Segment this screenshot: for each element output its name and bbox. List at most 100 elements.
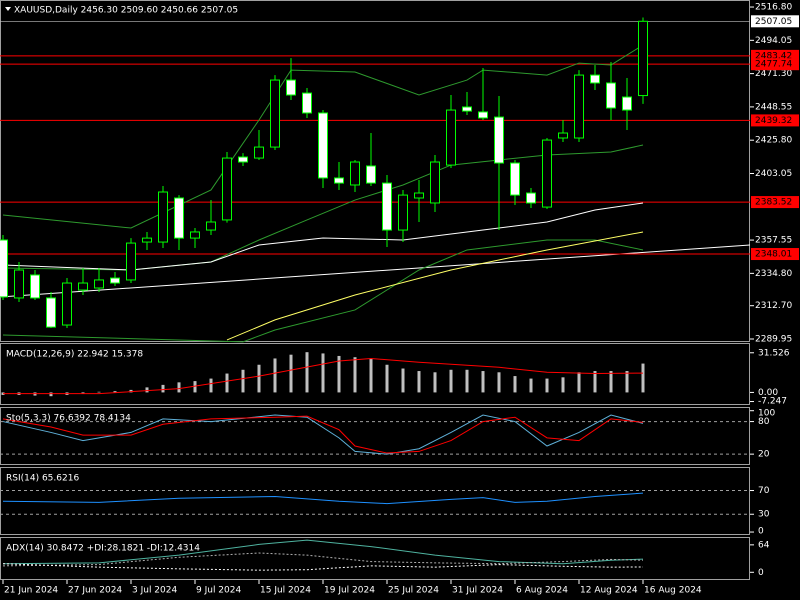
macd-bar [593, 371, 597, 393]
candle-body [574, 74, 584, 139]
sto-panel-frame [0, 407, 750, 465]
x-tick-label: 19 Jul 2024 [324, 586, 375, 596]
indicator-line [2, 44, 644, 229]
macd-bar [641, 363, 645, 393]
macd-bar [49, 392, 53, 397]
indicator-line [226, 231, 644, 341]
candle-body [78, 282, 88, 291]
level-label: 2383.52 [755, 198, 792, 208]
macd-bar [81, 392, 85, 394]
macd-bar [609, 371, 613, 393]
candle-body [206, 221, 216, 231]
y-tick-label: 2334.80 [755, 269, 792, 279]
candle-body [414, 192, 424, 199]
indicator-line [2, 414, 644, 455]
candle-body [302, 92, 312, 114]
x-tick-label: 27 Jun 2024 [68, 586, 122, 596]
level-label: 2348.01 [755, 250, 792, 260]
y-tick-label: 2403.05 [755, 169, 792, 179]
candle-body [62, 282, 72, 326]
candle-body [430, 161, 440, 204]
candle-body [270, 79, 280, 148]
candle-body [350, 161, 360, 186]
macd-bar [193, 381, 197, 393]
candle-body [254, 146, 264, 159]
candle-body [462, 106, 472, 112]
candle-body [142, 237, 152, 243]
macd-bar [385, 364, 389, 393]
macd-bar [481, 371, 485, 393]
candle-body [30, 274, 40, 299]
x-tick-label: 9 Jul 2024 [196, 586, 241, 596]
macd-bar [289, 354, 293, 393]
level-label-box [751, 58, 799, 71]
indicator-line [2, 415, 644, 454]
candle-body [398, 194, 408, 231]
candle-body [478, 111, 488, 119]
candle-body [126, 242, 136, 281]
candle-body [638, 20, 648, 97]
macd-bar [465, 369, 469, 393]
macd-bar [449, 369, 453, 393]
candle-body [158, 191, 168, 243]
candle-body [46, 297, 56, 328]
y-tick-label: 64 [758, 540, 770, 550]
candle-body [94, 279, 104, 289]
y-tick-label: 2312.70 [755, 301, 792, 311]
macd-bar [497, 372, 501, 393]
y-tick-label: 2471.30 [755, 69, 792, 79]
macd-bar [625, 371, 629, 393]
candle-body [606, 82, 616, 109]
macd-bar [321, 353, 325, 393]
macd-bar [513, 376, 517, 393]
macd-bar [561, 377, 565, 393]
y-tick-label: 30 [758, 510, 770, 520]
x-tick-label: 25 Jul 2024 [388, 586, 439, 596]
menu-arrow [5, 7, 11, 11]
macd-bar [433, 372, 437, 393]
y-tick-label: 31.526 [758, 348, 790, 358]
candle-body [446, 109, 456, 166]
candle-body [0, 239, 8, 298]
current-price-box [751, 15, 799, 28]
y-tick-label: 80 [758, 417, 770, 427]
candle-body [110, 277, 120, 284]
x-tick-label: 16 Aug 2024 [644, 586, 702, 596]
panel-title: XAUUSD,Daily 2456.30 2509.60 2450.66 250… [14, 6, 238, 16]
macd-bar [545, 378, 549, 393]
macd-bar [225, 373, 229, 393]
candle-body [542, 139, 552, 208]
panel-title: Sto(5,3,3) 76.6392 78.4134 [6, 414, 131, 424]
candle-body [510, 162, 520, 196]
y-tick-label: 100 [758, 409, 775, 419]
y-tick-label: 2516.80 [755, 3, 792, 13]
indicator-line [2, 492, 644, 505]
main-panel-frame [0, 0, 750, 342]
y-tick-label: 2448.55 [755, 102, 792, 112]
y-tick-label: 0 [758, 568, 764, 578]
level-label: 2439.32 [755, 116, 792, 126]
candle-body [222, 157, 232, 221]
y-tick-label: 0.00 [758, 388, 778, 398]
y-tick-label: 2357.55 [755, 236, 792, 246]
indicator-line [2, 552, 644, 567]
macd-bar [417, 371, 421, 393]
y-tick-label: 2494.05 [755, 36, 792, 46]
y-tick-label: 20 [758, 450, 770, 460]
x-tick-label: 15 Jul 2024 [260, 586, 311, 596]
macd-bar [161, 384, 165, 393]
macd-bar [129, 389, 133, 393]
x-tick-label: 31 Jul 2024 [452, 586, 503, 596]
adx-panel-frame [0, 537, 750, 580]
candle-body [494, 116, 504, 164]
candle-body [622, 96, 632, 111]
candle-body [238, 156, 248, 163]
macd-bar [337, 355, 341, 393]
panel-title: ADX(14) 30.8472 +DI:28.1821 -DI:12.4314 [6, 544, 200, 554]
macd-bar [401, 368, 405, 393]
candle-body [334, 177, 344, 184]
y-tick-label: 0 [758, 527, 764, 537]
macd-bar [177, 382, 181, 393]
